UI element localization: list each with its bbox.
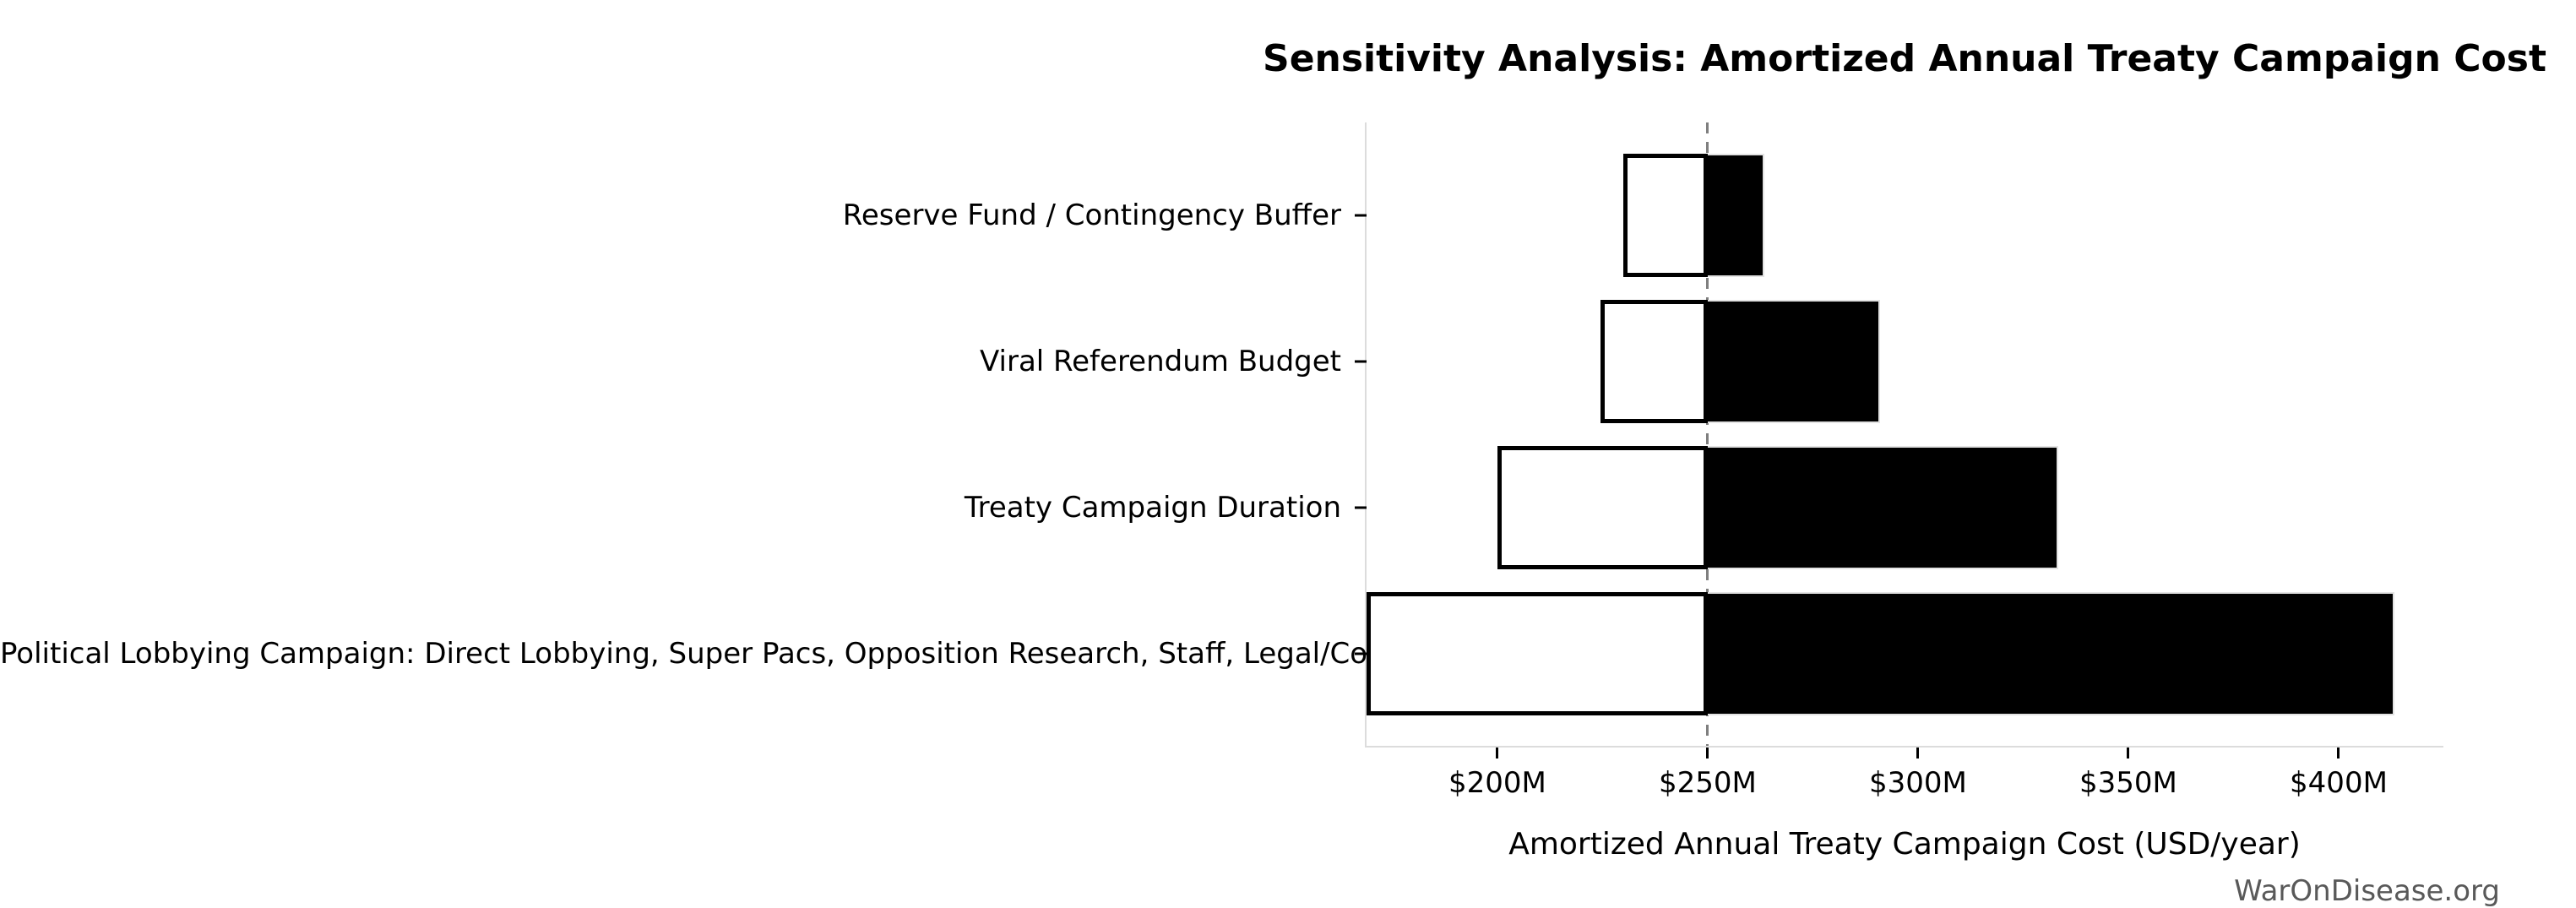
x-tick-label: $300M bbox=[1869, 766, 1967, 800]
y-tick-mark bbox=[1355, 214, 1367, 216]
x-tick-label: $400M bbox=[2290, 766, 2388, 800]
x-tick-mark bbox=[2127, 748, 2130, 758]
x-tick-mark bbox=[1496, 748, 1499, 758]
x-tick-mark bbox=[1706, 748, 1709, 758]
x-axis-spine bbox=[1365, 746, 2443, 748]
y-tick-mark bbox=[1355, 652, 1367, 655]
y-category-label: Viral Referendum Budget bbox=[980, 344, 1341, 378]
y-axis-spine bbox=[1365, 122, 1367, 748]
watermark-text: WarOnDisease.org bbox=[2234, 874, 2500, 908]
plot-area bbox=[1365, 122, 2443, 748]
bar-low-segment bbox=[1623, 153, 1708, 277]
bar-low-segment bbox=[1367, 591, 1708, 715]
x-tick-label: $350M bbox=[2079, 766, 2177, 800]
bar-low-segment bbox=[1600, 299, 1708, 423]
bar-low-segment bbox=[1497, 445, 1708, 569]
x-tick-label: $250M bbox=[1658, 766, 1757, 800]
x-tick-mark bbox=[1916, 748, 1920, 758]
y-category-label: Reserve Fund / Contingency Buffer bbox=[842, 198, 1341, 232]
y-category-label: Treaty Campaign Duration bbox=[964, 490, 1341, 525]
x-tick-label: $200M bbox=[1448, 766, 1546, 800]
baseline-dashed-line bbox=[1706, 122, 1709, 746]
x-axis-title: Amortized Annual Treaty Campaign Cost (U… bbox=[1508, 827, 2301, 862]
x-tick-mark bbox=[2337, 748, 2340, 758]
y-tick-mark bbox=[1355, 360, 1367, 362]
y-category-label: Political Lobbying Campaign: Direct Lobb… bbox=[0, 636, 1499, 671]
chart-title: Sensitivity Analysis: Amortized Annual T… bbox=[1263, 37, 2546, 80]
y-tick-mark bbox=[1355, 506, 1367, 508]
